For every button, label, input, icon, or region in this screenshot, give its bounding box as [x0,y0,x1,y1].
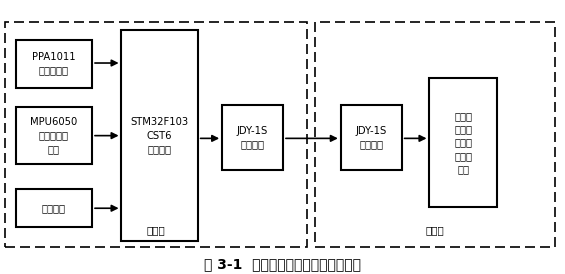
Bar [121,30,198,241]
Bar [16,107,92,164]
Text: 下位机: 下位机 [146,226,165,236]
Text: JDY-1S
蓝牙通信: JDY-1S 蓝牙通信 [237,126,268,149]
Text: JDY-1S
蓝牙通信: JDY-1S 蓝牙通信 [355,126,387,149]
Text: MPU6050
运动处理传
感器: MPU6050 运动处理传 感器 [31,118,77,154]
Bar [16,189,92,227]
Bar [341,105,402,170]
Text: 电压与
加速度
数据的
输出及
存储: 电压与 加速度 数据的 输出及 存储 [454,111,472,174]
Text: 上位机: 上位机 [426,226,445,236]
Bar [16,40,92,88]
Text: STM32F103
CST6
微控制器: STM32F103 CST6 微控制器 [131,118,189,154]
Text: 图 3-1  人体运动动能收集系统框架图: 图 3-1 人体运动动能收集系统框架图 [204,257,361,271]
Bar [315,22,555,247]
Text: 按键开关: 按键开关 [42,203,66,213]
Text: PPA1011
动能收集器: PPA1011 动能收集器 [32,52,76,75]
Bar [429,78,497,207]
Bar [222,105,283,170]
Bar [5,22,307,247]
